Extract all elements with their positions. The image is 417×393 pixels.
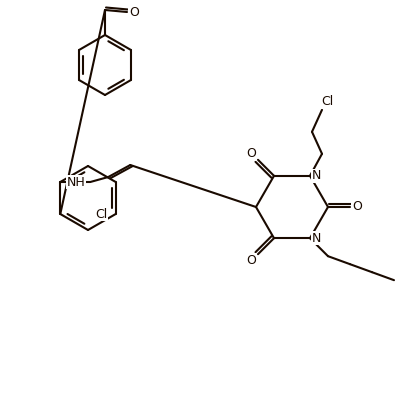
- Text: O: O: [246, 147, 256, 160]
- Text: N: N: [311, 169, 321, 182]
- Text: O: O: [246, 253, 256, 267]
- Text: O: O: [129, 6, 139, 18]
- Text: Cl: Cl: [95, 208, 108, 220]
- Text: NH: NH: [67, 176, 85, 189]
- Text: Cl: Cl: [321, 95, 333, 108]
- Text: O: O: [352, 200, 362, 213]
- Text: N: N: [311, 232, 321, 245]
